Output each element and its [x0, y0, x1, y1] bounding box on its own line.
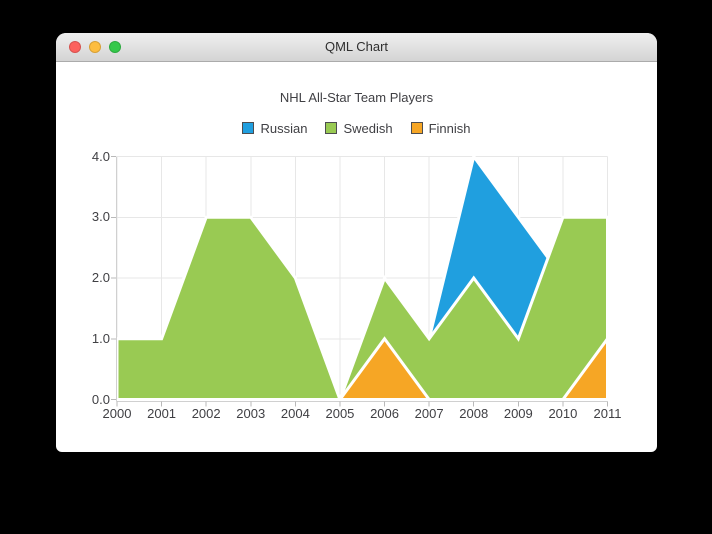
y-tick-label: 2.0: [91, 270, 110, 285]
legend-label-finnish: Finnish: [428, 120, 471, 136]
y-tick-label: 1.0: [91, 330, 110, 346]
x-tick-label: 2003: [236, 406, 266, 421]
x-tick-label: 2002: [191, 406, 221, 421]
legend-marker-finnish-icon: [410, 122, 423, 134]
chart-title: NHL All-Star Team Players: [279, 90, 434, 105]
zoom-button-icon[interactable]: [109, 41, 121, 53]
area-series-finnish: [117, 334, 609, 401]
legend-marker-russian-icon: [242, 122, 255, 134]
legend-marker-swedish-icon: [325, 122, 338, 134]
x-tick-label: 2006: [370, 406, 399, 421]
y-tick-label: 4.0: [91, 148, 110, 164]
window-controls: [69, 33, 121, 61]
minimize-button-icon[interactable]: [89, 41, 101, 53]
x-tick-label: 2004: [280, 406, 310, 421]
chart-view: NHL All-Star Team Players Russian Swedis…: [56, 62, 657, 452]
window-titlebar[interactable]: QML Chart: [56, 33, 657, 62]
x-tick-label: 2008: [459, 406, 489, 421]
area-chart-plot: [111, 153, 609, 407]
legend-item-swedish: Swedish: [325, 120, 393, 136]
chart-legend: Russian Swedish Finnish: [56, 120, 657, 136]
x-tick-label: 2010: [548, 406, 578, 421]
legend-item-finnish: Finnish: [410, 120, 471, 136]
close-button-icon[interactable]: [69, 41, 81, 53]
x-tick-label: 2011: [593, 406, 622, 421]
app-window: QML Chart NHL All-Star Team Players Russ…: [56, 33, 657, 452]
x-tick-label: 2001: [147, 406, 177, 421]
legend-item-russian: Russian: [242, 121, 307, 136]
legend-label-russian: Russian: [260, 120, 308, 136]
window-title: QML Chart: [324, 39, 389, 54]
x-tick-label: 2005: [325, 406, 355, 421]
x-tick-label: 2000: [102, 406, 132, 421]
y-tick-label: 0.0: [91, 391, 110, 407]
x-tick-label: 2007: [414, 406, 444, 421]
x-tick-label: 2009: [503, 406, 533, 421]
legend-label-swedish: Swedish: [343, 120, 393, 136]
y-tick-label: 3.0: [91, 209, 110, 225]
